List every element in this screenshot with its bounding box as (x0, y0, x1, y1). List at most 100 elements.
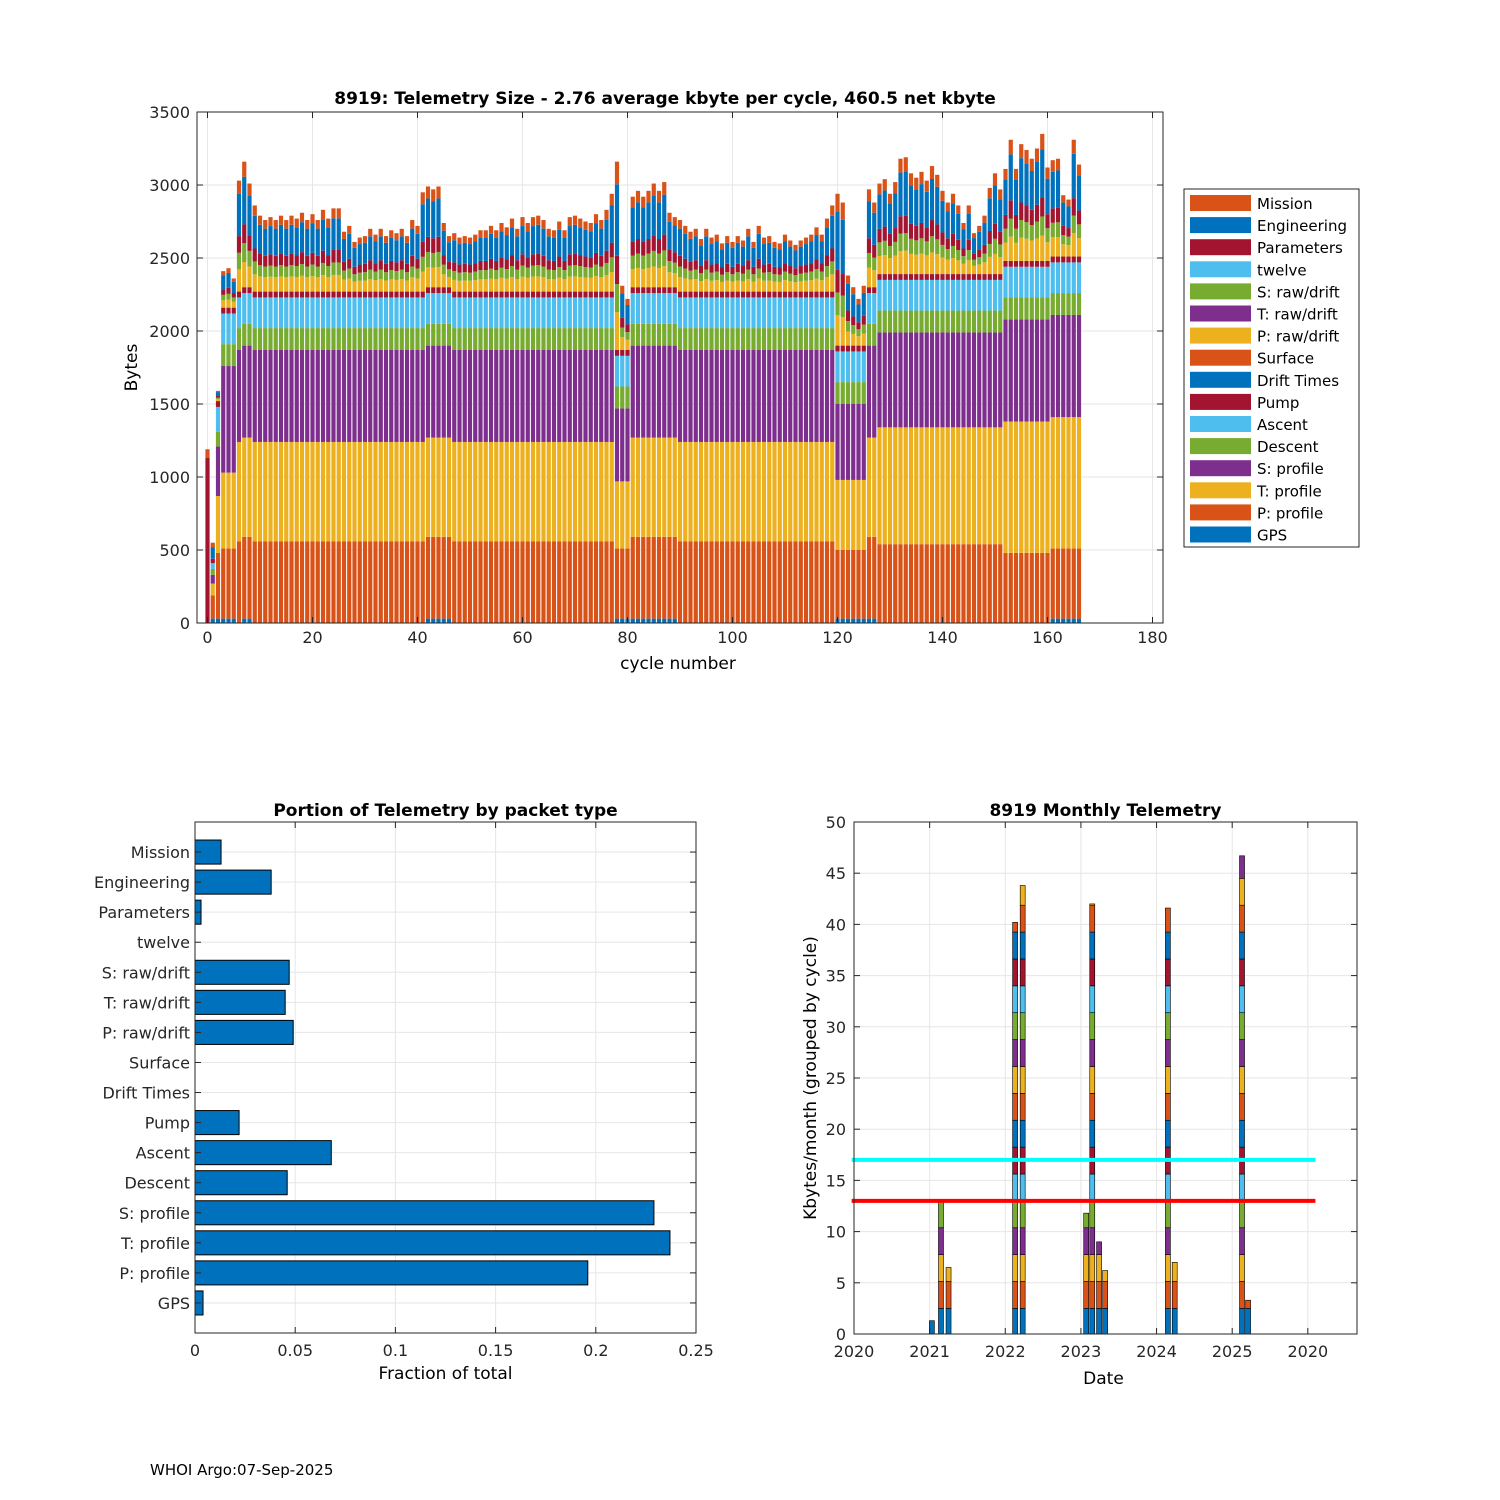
top-bar-segment (950, 258, 956, 275)
legend-label: Drift Times (1257, 372, 1339, 390)
top-bar-segment (494, 349, 499, 442)
top-bar-segment (709, 280, 714, 292)
top-bar-segment (1076, 417, 1082, 549)
top-bar-segment (352, 328, 357, 350)
top-bar-segment (851, 287, 856, 295)
top-bar-segment (278, 215, 284, 225)
portion-category-label: twelve (137, 933, 190, 952)
top-bar-segment (646, 267, 651, 288)
top-bar-segment (914, 310, 919, 333)
portion-category-label: P: raw/drift (102, 1023, 190, 1042)
monthly-bar-segment (1239, 878, 1245, 906)
portion-category-label: GPS (158, 1294, 190, 1313)
top-bar-segment (982, 244, 987, 254)
top-bar-segment (257, 349, 263, 442)
top-bar-segment (683, 297, 688, 329)
top-bar-segment (294, 227, 299, 256)
top-bar-segment (457, 441, 462, 542)
top-bar-segment (210, 595, 215, 619)
top-bar-segment (368, 297, 373, 329)
top-bar-segment (1066, 256, 1071, 263)
top-bar-segment (284, 541, 289, 623)
top-bar-segment (457, 541, 462, 623)
top-bar-segment (221, 307, 226, 314)
top-bar-segment (809, 328, 814, 350)
top-bar-segment (483, 237, 488, 261)
top-bar-segment (368, 269, 373, 280)
top-bar-segment (1003, 297, 1008, 320)
top-bar-segment (761, 349, 767, 442)
top-bar-segment (725, 349, 730, 442)
top-bar-segment (956, 274, 961, 280)
top-tick-label-y: 2000 (149, 322, 190, 341)
top-bar-segment (1061, 235, 1066, 245)
top-bar-segment (809, 541, 814, 623)
top-bar-segment (840, 382, 845, 404)
top-bar-segment (273, 220, 278, 229)
top-bar-segment (877, 255, 882, 275)
top-bar-segment (688, 328, 693, 350)
top-bar-segment (819, 441, 824, 542)
monthly-bar-segment (1089, 903, 1096, 906)
top-bar-segment (683, 349, 688, 442)
top-bar-segment (294, 328, 299, 350)
top-bar-segment (257, 541, 263, 623)
top-bar-segment (373, 234, 378, 242)
top-bar-segment (956, 332, 961, 428)
top-bar-segment (541, 297, 546, 329)
top-bar-segment (457, 264, 462, 273)
top-bar-segment (289, 224, 294, 254)
top-bar-segment (572, 441, 578, 542)
top-bar-segment (341, 270, 347, 280)
top-bar-segment (336, 349, 341, 442)
top-bar-segment (305, 328, 310, 350)
top-bar-segment (1024, 319, 1029, 422)
top-bar-segment (488, 225, 494, 234)
top-bar-segment (1050, 314, 1055, 418)
top-bar-segment (824, 297, 830, 329)
top-bar-segment (625, 298, 630, 306)
top-bar-segment (572, 265, 578, 277)
top-bar-segment (746, 269, 751, 280)
top-bar-segment (956, 544, 961, 623)
top-bar-segment (294, 441, 299, 542)
top-bar-segment (357, 272, 362, 281)
top-bar-segment (798, 297, 803, 329)
top-bar-segment (704, 541, 709, 623)
top-bar-segment (882, 179, 887, 191)
monthly-tick-label-x: 2025 (1212, 1342, 1253, 1361)
top-bar-segment (756, 441, 761, 542)
top-bar-segment (515, 349, 520, 442)
top-bar-segment (614, 255, 620, 285)
top-bar-segment (950, 279, 956, 311)
top-bar-segment (557, 277, 562, 292)
top-bar-segment (341, 291, 347, 298)
monthly-bar-segment (1165, 1012, 1171, 1040)
top-bar-segment (326, 441, 331, 542)
top-bar-segment (347, 291, 352, 298)
top-bar-segment (1008, 236, 1013, 261)
top-bar-segment (383, 541, 389, 623)
top-bar-segment (630, 618, 635, 623)
top-bar-segment (210, 558, 215, 564)
top-bar-segment (578, 276, 583, 292)
top-bar-segment (1050, 222, 1055, 238)
top-bar-segment (935, 274, 940, 280)
top-bar-segment (294, 291, 299, 298)
top-bar-segment (478, 279, 483, 292)
top-bar-segment (840, 274, 845, 296)
top-bar-segment (693, 297, 698, 329)
top-bar-segment (688, 231, 693, 239)
top-bar-segment (950, 427, 956, 545)
top-bar-segment (404, 236, 410, 243)
legend-label: Engineering (1257, 217, 1347, 235)
top-bar-segment (331, 349, 336, 442)
top-bar-segment (215, 401, 221, 407)
top-bar-segment (777, 541, 782, 623)
top-bar-segment (956, 213, 961, 240)
top-bar-segment (882, 274, 887, 280)
top-tick-label-x: 100 (717, 628, 748, 647)
legend-label: S: profile (1257, 460, 1324, 478)
top-bar-segment (1034, 319, 1040, 422)
top-bar-segment (793, 328, 798, 350)
